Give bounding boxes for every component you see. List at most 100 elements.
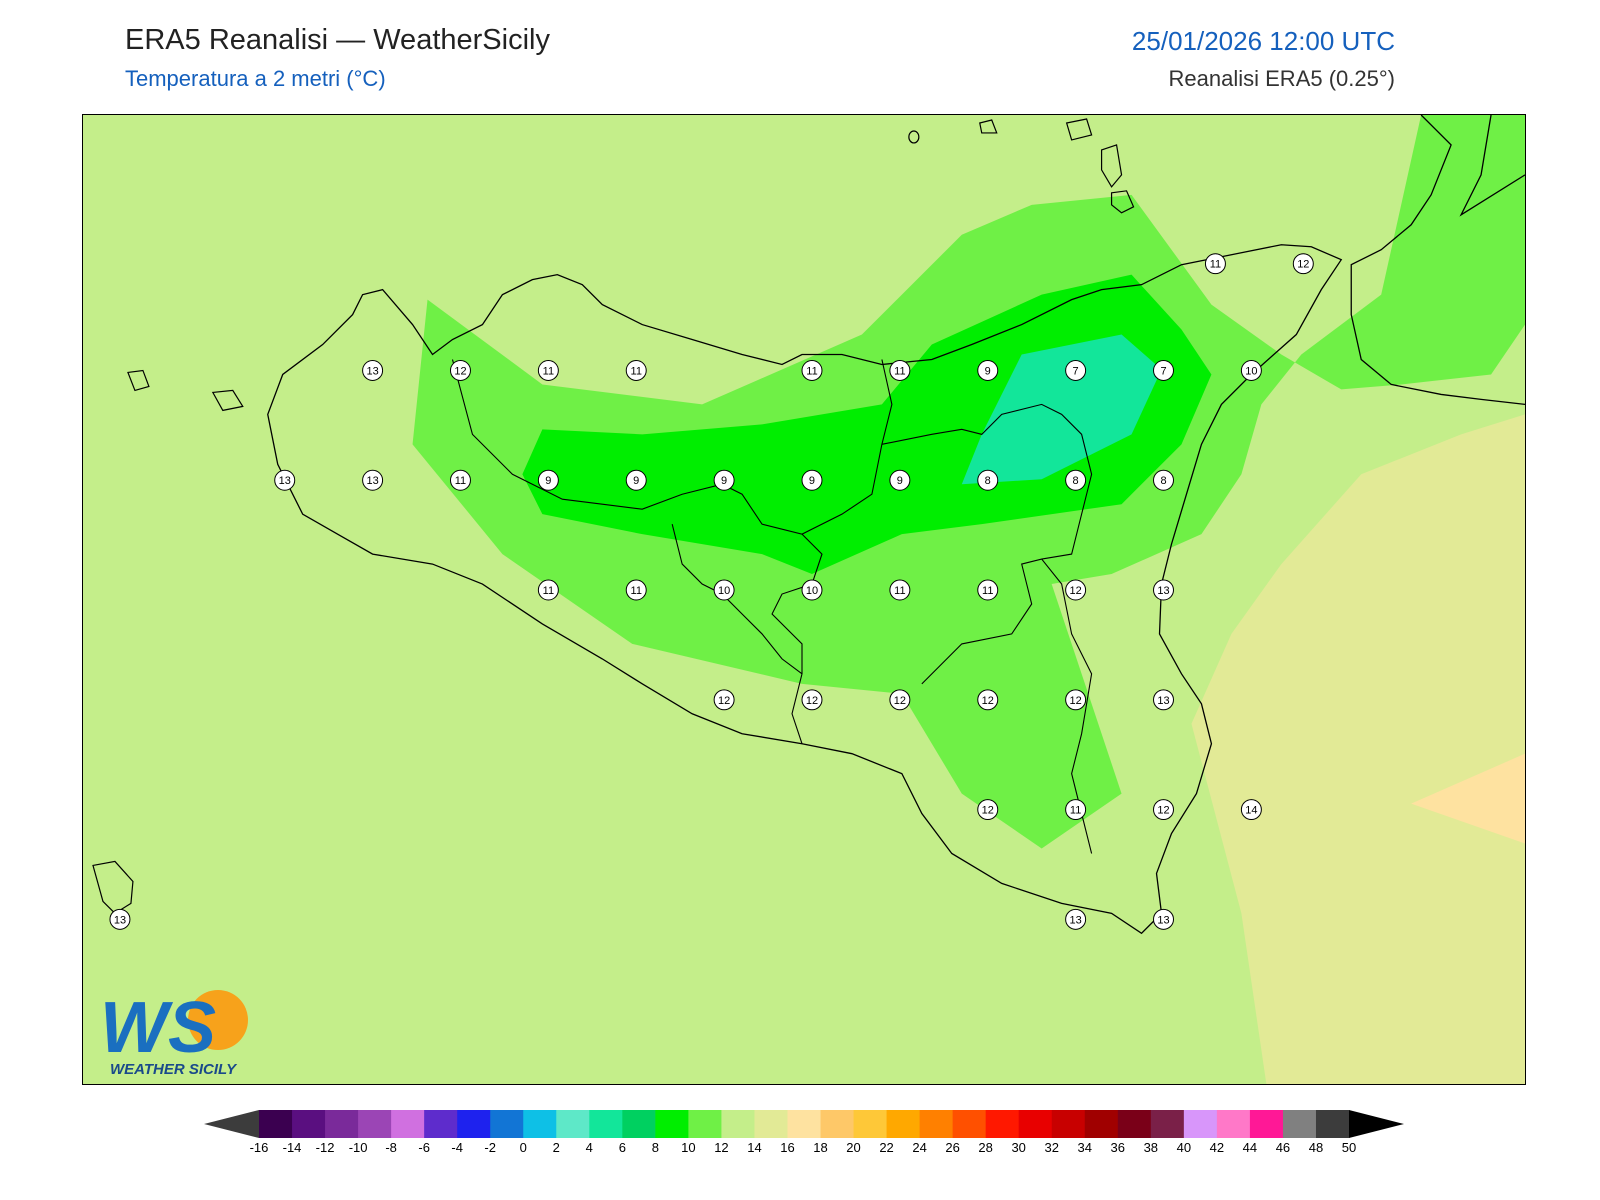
- colorbar-swatch: [1051, 1110, 1086, 1138]
- colorbar-tick-label: 20: [846, 1140, 860, 1155]
- station-marker[interactable]: 13: [109, 908, 131, 930]
- svg-text:12: 12: [1070, 585, 1082, 597]
- colorbar-swatch: [589, 1110, 623, 1138]
- svg-text:12: 12: [1070, 695, 1082, 707]
- colorbar-tick-label: 40: [1177, 1140, 1191, 1155]
- station-marker[interactable]: 9: [977, 359, 999, 381]
- station-marker[interactable]: 12: [801, 689, 823, 711]
- colorbar-tick-label: -4: [451, 1140, 463, 1155]
- station-marker[interactable]: 9: [537, 469, 559, 491]
- station-marker[interactable]: 8: [1065, 469, 1087, 491]
- station-marker[interactable]: 7: [1065, 359, 1087, 381]
- svg-text:12: 12: [1157, 805, 1169, 817]
- colorbar-over-arrow: [1349, 1110, 1404, 1138]
- colorbar-tick-label: 12: [714, 1140, 728, 1155]
- colorbar-swatch: [1183, 1110, 1218, 1138]
- station-marker[interactable]: 12: [1153, 799, 1174, 821]
- colorbar-swatch: [1084, 1110, 1119, 1138]
- svg-text:13: 13: [114, 914, 126, 926]
- island-egadi: [127, 369, 244, 412]
- station-marker[interactable]: 8: [977, 469, 999, 491]
- colorbar-tick-label: 2: [553, 1140, 560, 1155]
- colorbar-tick-label: 16: [780, 1140, 794, 1155]
- island-lipari-vulcano: [1100, 144, 1123, 188]
- station-marker[interactable]: 12: [1292, 253, 1314, 275]
- temperature-map[interactable]: 11 12 13 12 11 11 11 11 9 7 7 10 13 13 1…: [82, 114, 1526, 1085]
- station-marker[interactable]: 12: [449, 359, 471, 381]
- station-marker[interactable]: 12: [713, 689, 735, 711]
- colorbar-tick-label: 6: [619, 1140, 626, 1155]
- station-marker[interactable]: 9: [713, 469, 735, 491]
- svg-text:11: 11: [806, 365, 817, 377]
- colorbar-swatch: [754, 1110, 788, 1138]
- svg-text:9: 9: [721, 475, 727, 487]
- station-marker[interactable]: 12: [889, 689, 911, 711]
- station-marker[interactable]: 13: [1153, 579, 1174, 601]
- station-marker[interactable]: 11: [1204, 253, 1226, 275]
- station-marker[interactable]: 10: [713, 579, 735, 601]
- station-marker[interactable]: 11: [889, 579, 911, 601]
- colorbar-swatch: [919, 1110, 954, 1138]
- station-marker[interactable]: 12: [1065, 579, 1087, 601]
- colorbar-tick-label: 32: [1044, 1140, 1058, 1155]
- colorbar-swatch: [688, 1110, 722, 1138]
- svg-text:13: 13: [366, 475, 378, 487]
- station-marker[interactable]: 10: [801, 579, 823, 601]
- colorbar-tick-label: 30: [1011, 1140, 1025, 1155]
- svg-text:11: 11: [455, 475, 466, 487]
- station-marker[interactable]: 13: [274, 469, 296, 491]
- colorbar-swatch: [1150, 1110, 1185, 1138]
- weathersicily-logo: WS WEATHER SICILY: [100, 988, 248, 1078]
- station-marker[interactable]: 12: [977, 799, 999, 821]
- svg-text:11: 11: [631, 585, 642, 597]
- station-marker[interactable]: 12: [1065, 689, 1087, 711]
- station-marker[interactable]: 13: [1065, 908, 1087, 930]
- station-marker[interactable]: 11: [625, 359, 647, 381]
- colorbar-tick-label: 44: [1243, 1140, 1257, 1155]
- station-marker[interactable]: 9: [889, 469, 911, 491]
- station-marker[interactable]: 11: [537, 359, 559, 381]
- svg-text:8: 8: [1160, 475, 1166, 487]
- station-marker[interactable]: 10: [1240, 359, 1262, 381]
- station-marker[interactable]: 13: [1153, 908, 1174, 930]
- colorbar-tick-label: -16: [250, 1140, 269, 1155]
- station-marker[interactable]: 11: [537, 579, 559, 601]
- station-marker[interactable]: 9: [625, 469, 647, 491]
- logo-caption: WEATHER SICILY: [110, 1061, 238, 1078]
- island-salina: [1065, 118, 1093, 141]
- station-marker[interactable]: 11: [801, 359, 823, 381]
- station-marker[interactable]: 7: [1153, 359, 1174, 381]
- station-marker[interactable]: 11: [889, 359, 911, 381]
- station-marker[interactable]: 14: [1240, 799, 1262, 821]
- svg-text:11: 11: [631, 365, 642, 377]
- colorbar-tick-label: 8: [652, 1140, 659, 1155]
- station-marker[interactable]: 13: [362, 469, 384, 491]
- station-marker[interactable]: 12: [977, 689, 999, 711]
- colorbar-tick-label: -10: [349, 1140, 368, 1155]
- colorbar-tick-label: -14: [283, 1140, 302, 1155]
- station-marker[interactable]: 11: [977, 579, 999, 601]
- station-marker[interactable]: 9: [801, 469, 823, 491]
- colorbar-swatch: [721, 1110, 755, 1138]
- station-marker[interactable]: 13: [1153, 689, 1174, 711]
- station-marker[interactable]: 13: [362, 359, 384, 381]
- svg-text:12: 12: [806, 695, 818, 707]
- svg-text:8: 8: [985, 475, 991, 487]
- colorbar-swatch: [820, 1110, 855, 1138]
- map-title: ERA5 Reanalisi — WeatherSicily: [125, 24, 550, 56]
- station-marker[interactable]: 11: [625, 579, 647, 601]
- colorbar-swatches: [204, 1110, 1404, 1138]
- station-marker[interactable]: 8: [1153, 469, 1174, 491]
- colorbar-swatch: [1018, 1110, 1053, 1138]
- colorbar-tick-label: 42: [1210, 1140, 1224, 1155]
- station-marker[interactable]: 11: [449, 469, 471, 491]
- colorbar-swatch: [1315, 1110, 1350, 1138]
- colorbar-swatch: [853, 1110, 888, 1138]
- colorbar-under-arrow: [204, 1110, 259, 1138]
- station-marker[interactable]: 11: [1065, 799, 1087, 821]
- colorbar-tick-label: -8: [385, 1140, 397, 1155]
- colorbar-swatch: [1117, 1110, 1152, 1138]
- colorbar-swatch: [457, 1110, 491, 1138]
- logo-sun-icon: [188, 990, 248, 1050]
- svg-text:9: 9: [897, 475, 903, 487]
